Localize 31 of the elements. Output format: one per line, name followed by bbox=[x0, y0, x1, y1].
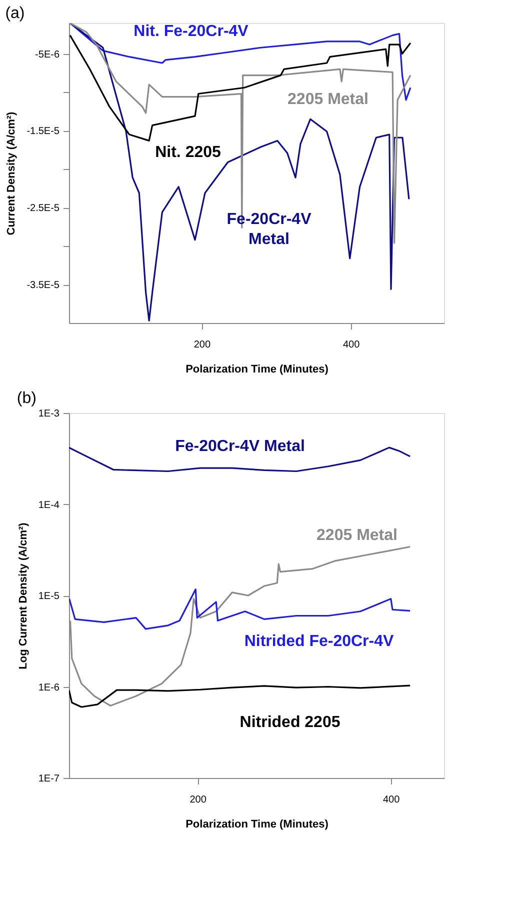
y-tick-label: 1E-6 bbox=[38, 682, 60, 694]
y-tick-label: -3.5E-5 bbox=[26, 280, 60, 292]
y-tick-label: -2.5E-5 bbox=[26, 203, 60, 214]
series-label: 2205 Metal bbox=[288, 91, 368, 108]
x-axis-title: Polarization Time (Minutes) bbox=[186, 364, 329, 376]
x-tick-label: 200 bbox=[190, 794, 207, 806]
x-tick-label: 400 bbox=[383, 794, 400, 806]
series-label: Nit. Fe-20Cr-4V bbox=[134, 23, 249, 40]
chart-title: (b) bbox=[16, 390, 36, 407]
line-series bbox=[69, 34, 412, 142]
series-label: Fe-20Cr-4V Metal bbox=[226, 211, 312, 248]
line-series bbox=[69, 588, 411, 630]
series-label: Nit. 2205 bbox=[155, 144, 222, 161]
y-axis-title: Log Current Density (A/cm²) bbox=[17, 522, 30, 670]
x-axis-title: Polarization Time (Minutes) bbox=[186, 818, 329, 830]
series-label: 2205 Metal bbox=[316, 527, 398, 544]
series-label: Fe-20Cr-4V Metal bbox=[175, 438, 305, 455]
y-tick-label: 1E-3 bbox=[38, 408, 60, 420]
x-tick-label: 200 bbox=[194, 340, 211, 350]
line-series bbox=[69, 23, 410, 322]
line-series bbox=[69, 684, 411, 708]
series-label: Nitrided 2205 bbox=[240, 714, 340, 731]
y-tick-label: 1E-4 bbox=[38, 500, 60, 511]
y-tick-label: -5E-6 bbox=[35, 49, 60, 60]
y-axis-title: Current Density (A/cm²) bbox=[6, 111, 18, 236]
y-tick-label: 1E-7 bbox=[38, 774, 60, 784]
chart-title: (a) bbox=[5, 5, 25, 22]
y-tick-label: 1E-5 bbox=[38, 591, 60, 602]
y-tick-label: -1.5E-5 bbox=[26, 126, 60, 138]
series-label: Nitrided Fe-20Cr-4V bbox=[244, 633, 394, 650]
x-tick-label: 400 bbox=[342, 340, 360, 350]
